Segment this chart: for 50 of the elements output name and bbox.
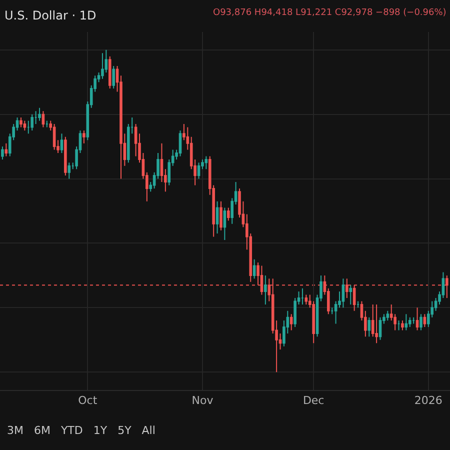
candlestick (52, 124, 56, 150)
candlestick (420, 314, 422, 331)
text: 3M 6M YTD 1Y 5Y All (7, 424, 156, 437)
candlestick (108, 56, 112, 90)
candlestick (290, 314, 293, 331)
candlestick (252, 258, 256, 280)
candlestick (349, 284, 352, 305)
candlestick (342, 278, 345, 308)
chart-title: U.S. Dollar · 1D (4, 8, 96, 23)
candlestick (356, 300, 360, 308)
x-tick-label: Oct (78, 394, 98, 408)
candlestick (20, 117, 22, 128)
candlestick (378, 316, 382, 340)
x-tick-label: 2026 (414, 394, 442, 408)
candlestick (204, 156, 208, 170)
candlestick (416, 307, 419, 331)
candlestick (401, 320, 404, 331)
candlestick (4, 142, 8, 157)
candlestick (197, 162, 200, 180)
candlestick (423, 314, 426, 328)
candlestick (38, 107, 41, 122)
candlestick (64, 136, 67, 176)
candlestick (386, 310, 390, 322)
candlestick (23, 120, 26, 131)
candlestick (412, 316, 415, 324)
candlestick (112, 66, 115, 90)
candlestick (264, 274, 267, 305)
candlestick (60, 133, 64, 154)
candlestick (304, 294, 308, 305)
candlestick (46, 120, 48, 128)
candlestick (42, 110, 45, 128)
candlestick (397, 320, 400, 331)
candlestick (223, 207, 226, 240)
candlestick (375, 304, 378, 344)
candlestick (101, 52, 104, 80)
candlestick (178, 130, 182, 157)
candlestick (226, 207, 230, 222)
candlestick (404, 314, 408, 331)
candlestick (1, 146, 4, 160)
x-tick-label: Nov (192, 394, 214, 408)
candlestick (368, 316, 371, 338)
candlestick (30, 114, 34, 131)
x-tick-label: Dec (302, 394, 324, 408)
candlestick (220, 200, 222, 231)
text: O93,876 H94,418 L91,221 C92,978 −898 (−0.96%) (213, 8, 446, 18)
candlestick (301, 288, 304, 305)
candlestick (408, 316, 412, 328)
candlestick (68, 162, 71, 180)
candlestick (216, 200, 219, 234)
candlestick (82, 130, 86, 144)
